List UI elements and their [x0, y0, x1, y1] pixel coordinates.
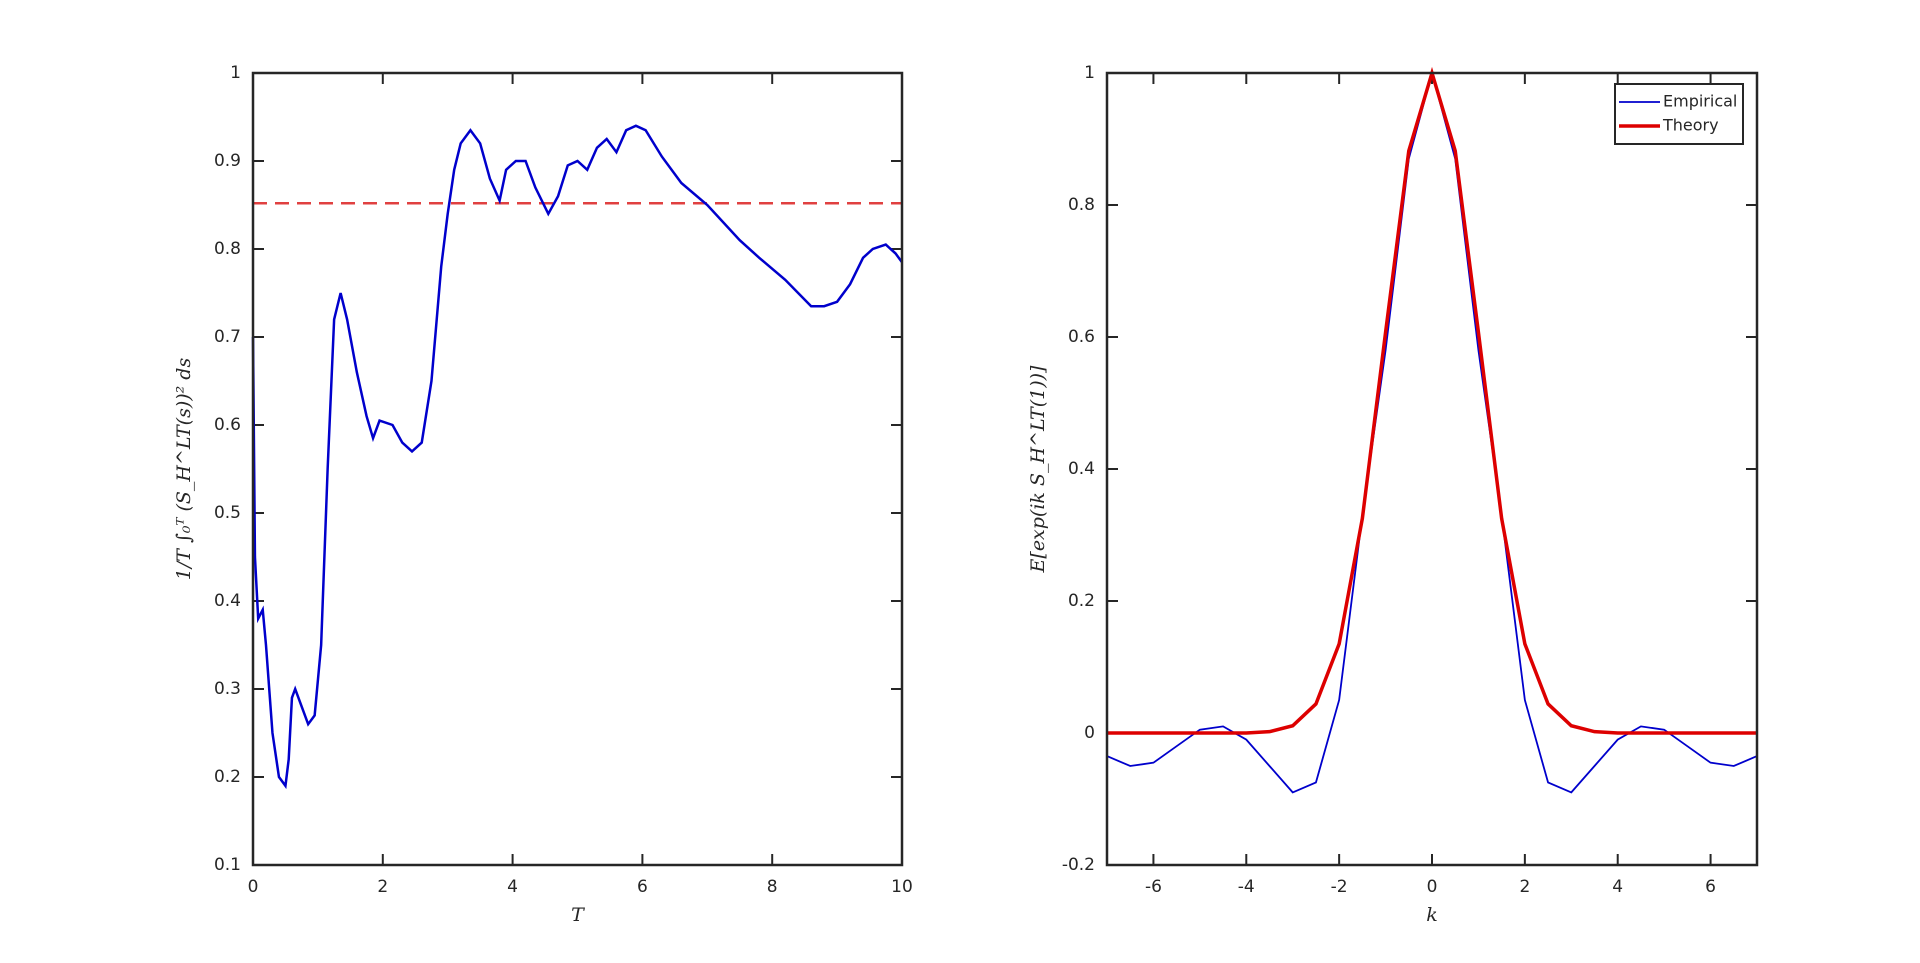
legend: Empirical Theory — [1614, 83, 1744, 145]
y-tick-label: 0.9 — [214, 151, 241, 171]
x-tick-label: -2 — [1331, 877, 1348, 897]
y-tick-label: 0.6 — [214, 415, 241, 435]
x-tick-label: 8 — [767, 877, 778, 897]
x-axis-label: T — [571, 904, 585, 926]
line-series — [1106, 69, 1758, 794]
x-tick-label: 2 — [377, 877, 388, 897]
x-tick-label: -4 — [1238, 877, 1255, 897]
y-tick-label: 1 — [230, 63, 241, 83]
line-series — [251, 124, 904, 790]
y-tick-label: 1 — [1084, 63, 1095, 83]
y-tick-label: 0.2 — [1068, 591, 1095, 611]
x-tick-label: -6 — [1145, 877, 1162, 897]
x-tick-label: 0 — [1427, 877, 1438, 897]
y-tick-label: 0 — [1084, 723, 1095, 743]
y-tick-label: 0.5 — [214, 503, 241, 523]
y-tick-label: 0.6 — [1068, 327, 1095, 347]
line-series — [1107, 66, 1757, 735]
y-tick-label: 0.3 — [214, 679, 241, 699]
y-axis-label: 1/T ∫₀ᵀ (S_H^LT(s))² ds — [173, 358, 195, 581]
axes-box — [1105, 71, 1759, 867]
y-tick-label: 0.4 — [1068, 459, 1095, 479]
x-tick-label: 4 — [1612, 877, 1623, 897]
legend-label: Theory — [1662, 116, 1719, 135]
legend-box — [1614, 83, 1744, 145]
y-tick-label: 0.8 — [214, 239, 241, 259]
x-tick-label: 2 — [1519, 877, 1530, 897]
y-tick-label: 0.1 — [214, 855, 241, 875]
y-tick-label: -0.2 — [1062, 855, 1095, 875]
y-tick-label: 0.8 — [1068, 195, 1095, 215]
x-tick-label: 6 — [637, 877, 648, 897]
y-tick-label: 0.4 — [214, 591, 241, 611]
x-tick-label: 6 — [1705, 877, 1716, 897]
axes-box — [251, 71, 904, 867]
legend-label: Empirical — [1663, 92, 1737, 111]
x-tick-label: 10 — [891, 877, 913, 897]
y-tick-label: 0.7 — [214, 327, 241, 347]
y-axis-label: E[exp(ik S_H^LT(1))] — [1027, 365, 1049, 574]
x-tick-label: 4 — [507, 877, 518, 897]
x-tick-label: 0 — [248, 877, 259, 897]
y-tick-label: 0.2 — [214, 767, 241, 787]
x-axis-label: k — [1426, 904, 1438, 926]
